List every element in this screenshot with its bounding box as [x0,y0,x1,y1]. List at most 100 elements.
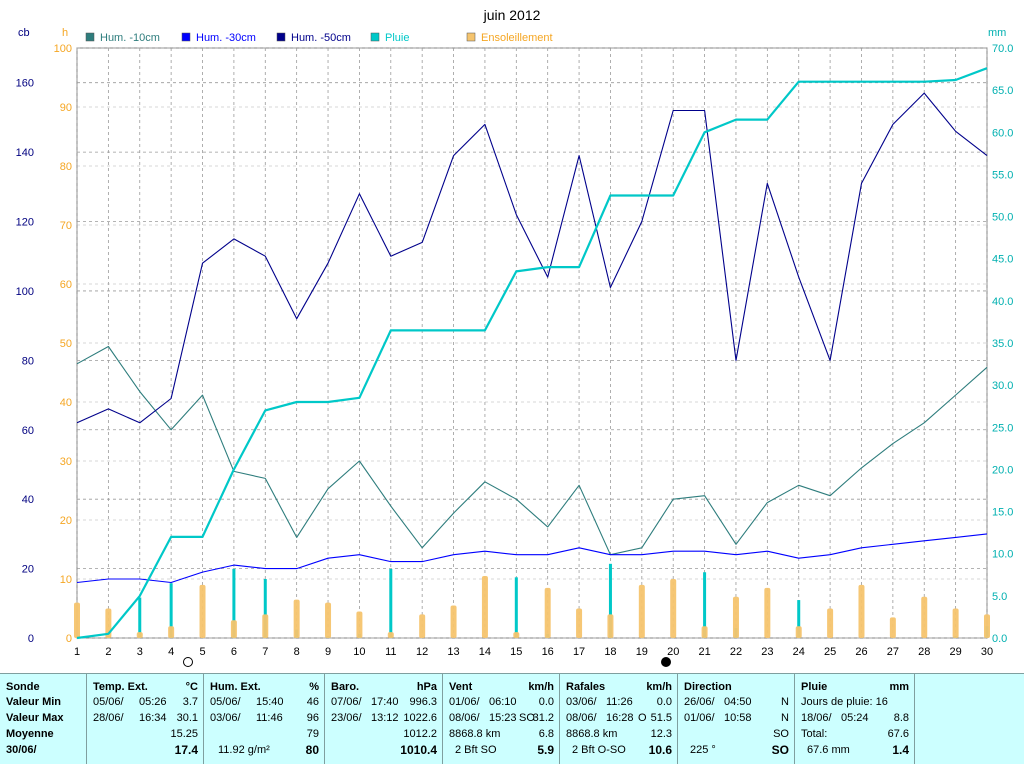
x-tick-label: 26 [855,646,867,658]
ticks-layer: 1 2 3 4 5 6 7 8 9 10 11 12 13 14 15 16 17 18 19 20 21 22 23 24 2… [16,43,1014,658]
y-left-tick-label: 120 [16,217,34,229]
direction-header: Direction [684,681,732,693]
legend-label: Ensoleillement [481,32,553,44]
sunshine-bar [638,584,645,638]
y-left-tick-label: 0 [28,633,34,645]
y-right-tick-label: 60.0 [992,127,1013,139]
y-right-tick-label: 55.0 [992,169,1013,181]
legend-label: Hum. -10cm [100,32,160,44]
rain-bar [389,568,393,638]
baro-max-time: 13:12 [371,712,399,724]
direction-min-time: 04:50 [724,696,752,708]
pluie-max-time: 05:24 [841,712,869,724]
hum-min-date: 05/06/ [210,696,241,708]
rafales-current: 10.6 [648,743,672,757]
pluie-max-date: 18/06/ [801,712,832,724]
rain-bar [169,583,173,638]
full-moon-icon [183,657,193,667]
sunshine-bar [262,614,269,638]
sonde-date: 30/06/ [6,744,37,756]
temp-max-date: 28/06/ [93,712,124,724]
rafales-max-dir: O [638,712,647,724]
pluie-jours: Jours de pluie: 16 [801,696,888,708]
series-line [76,533,988,584]
y-right-tick-label: 25.0 [992,422,1013,434]
pluie-current: 1.4 [892,743,909,757]
rafales-unit: km/h [646,681,672,693]
y-left-tick-label: 40 [22,494,34,506]
vent-distance: 8868.8 km [449,728,501,740]
baro-max: 1022.6 [403,712,437,724]
sunshine-bar [544,587,551,638]
y-right-tick-label: 65.0 [992,85,1013,97]
baro-min-date: 07/06/ [331,696,362,708]
rain-bar [608,563,612,638]
y-left-tick-label: 100 [16,286,34,298]
y-left2-tick-label: 40 [60,397,72,409]
legend-swatch [466,32,476,42]
x-tick-label: 12 [416,646,428,658]
sunshine-bar [701,626,708,638]
x-tick-label: 3 [137,646,143,658]
y-right-tick-label: 0.0 [992,633,1007,645]
temp-avg: 15.25 [170,728,198,740]
legend-swatch [370,32,380,42]
rafales-max-time: 16:28 [606,712,634,724]
direction-min: N [781,696,789,708]
vent-max-dir: SO [519,712,535,724]
x-tick-label: 8 [294,646,300,658]
vent-header: Vent [449,681,473,693]
sunshine-bar [230,620,237,638]
y-left2-tick-label: 100 [54,43,72,55]
right-axis-unit: mm [988,27,1006,39]
y-left2-tick-label: 10 [60,574,72,586]
y-left2-tick-label: 80 [60,161,72,173]
y-left-tick-label: 60 [22,425,34,437]
series-line [76,345,988,556]
sunshine-bar [356,611,363,638]
x-tick-label: 7 [262,646,268,658]
y-right-tick-label: 50.0 [992,212,1013,224]
sunshine-bar [293,599,300,638]
sunshine-bar [952,608,959,638]
lines-layer [76,67,988,640]
rafales-avg: 12.3 [650,728,672,740]
y-right-tick-label: 30.0 [992,380,1013,392]
sunshine-bar [387,632,394,638]
y-right-tick-label: 10.0 [992,549,1013,561]
sunshine-bar [607,614,614,638]
sunshine-bar [732,596,739,638]
temp-max-time: 16:34 [139,712,167,724]
x-tick-label: 11 [385,646,396,658]
direction-avg: SO [773,728,789,740]
sunshine-bar [670,579,677,638]
stats-panel-empty [914,673,1024,764]
rain-bar [703,572,707,638]
sunshine-bar [450,605,457,638]
sunshine-bar [74,602,80,638]
y-right-tick-label: 45.0 [992,254,1013,266]
baro-min-time: 17:40 [371,696,399,708]
vent-min-time: 06:10 [489,696,517,708]
x-tick-label: 27 [887,646,899,658]
vent-current: 5.9 [537,743,554,757]
x-tick-label: 2 [105,646,111,658]
bars-layer [74,563,990,638]
sonde-row-max: Valeur Max [6,712,64,724]
temp-min: 3.7 [182,696,198,708]
x-tick-label: 18 [604,646,616,658]
sunshine-bar [921,596,928,638]
legend: Hum. -10cm Hum. -30cm Hum. -50cm Pluie Ensol… [85,32,553,44]
x-tick-label: 22 [730,646,742,658]
y-left2-tick-label: 50 [60,338,72,350]
x-tick-label: 20 [667,646,679,658]
rain-bar [797,600,801,638]
x-tick-label: 29 [949,646,961,658]
hum-unit: % [309,681,319,693]
series-line [76,67,988,640]
stats-panel-temp: Temp. Ext. °C 05/06/05:26 3.7 28/06/16:34 3… [86,673,203,764]
baro-min: 996.3 [409,696,437,708]
hum-header: Hum. Ext. [210,681,261,693]
legend-swatch [85,32,95,42]
rain-bar [263,579,267,638]
